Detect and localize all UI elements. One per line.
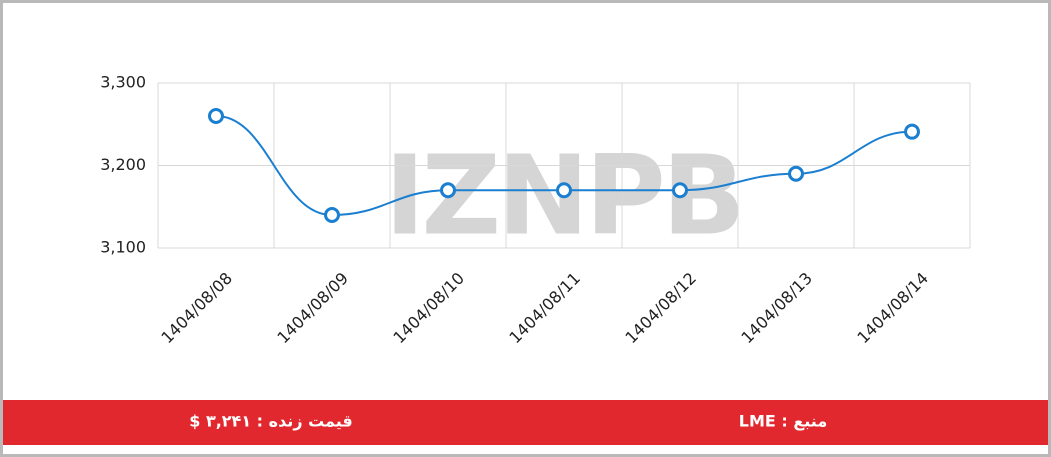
x-tick-label: 1404/08/14 <box>853 269 932 348</box>
point <box>672 182 688 199</box>
point <box>208 108 224 124</box>
x-tick-label: 1404/08/11 <box>505 269 584 348</box>
point <box>904 123 920 140</box>
x-tick-label: 1404/08/08 <box>157 269 236 348</box>
y-tick-label: 3,100 <box>100 238 146 257</box>
x-tick-label: 1404/08/09 <box>273 269 352 348</box>
x-tick-label: 1404/08/12 <box>621 269 700 348</box>
point <box>556 182 572 199</box>
chart: IZNPB قیمت زنده : ۳,۲۴۱ $ منبع : LME 3,1… <box>3 73 1048 445</box>
source: منبع : LME <box>739 412 827 431</box>
live-price: قیمت زنده : ۳,۲۴۱ $ <box>189 412 353 431</box>
point <box>324 207 340 223</box>
x-tick-label: 1404/08/13 <box>737 269 816 348</box>
y-tick-label: 3,200 <box>100 155 146 174</box>
x-tick-label: 1404/08/10 <box>389 269 468 348</box>
point <box>788 165 804 182</box>
point <box>440 182 456 199</box>
y-tick-label: 3,300 <box>100 73 146 92</box>
footer-band <box>3 400 1048 445</box>
